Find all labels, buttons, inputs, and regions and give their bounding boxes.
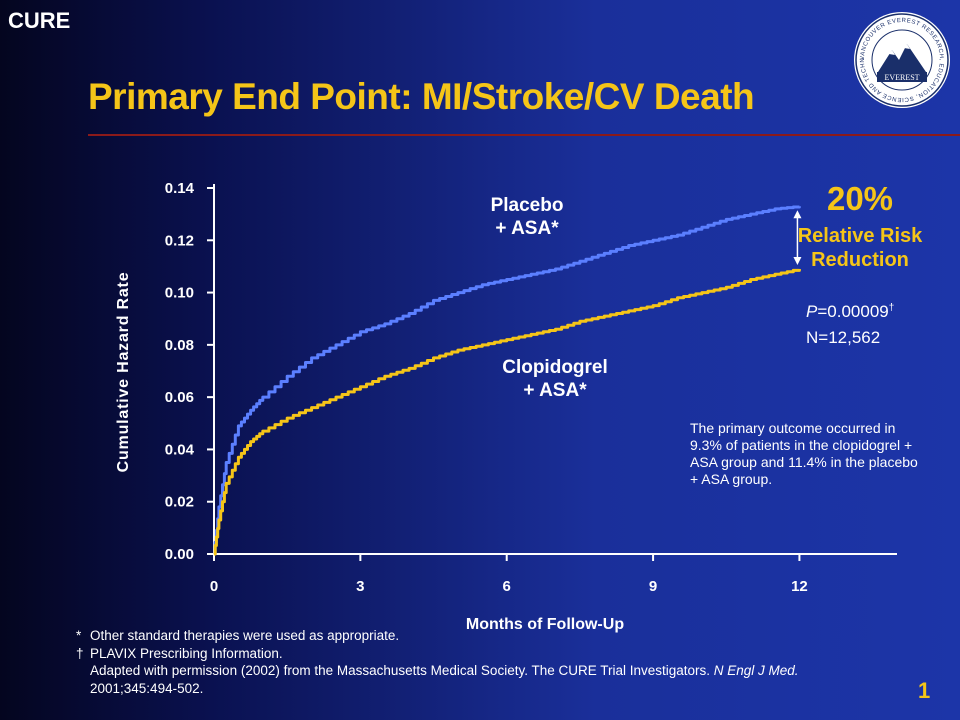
y-axis-ticks: 0.00 0.02 0.04 0.06 0.08 0.10 0.12 0.14 xyxy=(165,180,214,563)
rrr-arrow-head-up xyxy=(793,210,802,219)
y-tick-label: 0.04 xyxy=(165,441,195,458)
series-label-0-line-1: + ASA* xyxy=(495,218,559,239)
series-lines xyxy=(213,205,801,556)
footnote-text-2: PLAVIX Prescribing Information. xyxy=(90,645,283,661)
rrr-label-line1: Relative Risk xyxy=(797,225,923,247)
series-labels: Placebo+ ASA*Clopidogrel+ ASA* xyxy=(491,195,608,401)
series-label-0-line-0: Placebo xyxy=(491,195,564,216)
page-number: 1 xyxy=(918,678,931,703)
footnote-4: 2001;345:494-502. xyxy=(76,680,799,698)
y-tick-label: 0.12 xyxy=(165,232,194,249)
footnote-1: * Other standard therapies were used as a… xyxy=(76,627,799,645)
citation-text: Adapted with permission (2002) from the … xyxy=(90,663,714,678)
series-label-1-line-0: Clopidogrel xyxy=(502,357,608,378)
axis-titles: Months of Follow-Up Cumulative Hazard Rat… xyxy=(115,272,624,633)
footnote-2: † PLAVIX Prescribing Information. xyxy=(76,645,799,663)
everest-seal-logo: VANCOUVER EVEREST RESEARCH, EDUCATION, S… xyxy=(852,10,950,108)
footnote-3: Adapted with permission (2002) from the … xyxy=(76,662,799,680)
svg-text:EVEREST: EVEREST xyxy=(884,73,919,82)
x-tick-label: 0 xyxy=(210,578,218,595)
series-label-1-line-1: + ASA* xyxy=(523,380,587,401)
rrr-arrow xyxy=(793,210,802,266)
footnote-text-1: Other standard therapies were used as ap… xyxy=(90,628,400,643)
p-prefix: P xyxy=(806,302,818,321)
x-axis-ticks: 0 3 6 9 12 xyxy=(210,554,808,595)
y-tick-label: 0.06 xyxy=(165,389,194,406)
p-number: =0.00009 xyxy=(817,302,889,321)
y-tick-label: 0.10 xyxy=(165,285,194,302)
footnote-mark-2: † xyxy=(76,645,84,661)
n-value: N=12,562 xyxy=(806,328,881,347)
y-tick-label: 0.02 xyxy=(165,494,194,511)
citation-journal: N Engl J Med. xyxy=(713,663,799,678)
rrr-percent: 20% xyxy=(826,180,894,217)
chart-axes xyxy=(213,184,897,555)
x-tick-label: 3 xyxy=(356,578,364,595)
x-tick-label: 6 xyxy=(503,578,511,595)
y-tick-label: 0.00 xyxy=(165,546,194,563)
y-tick-label: 0.08 xyxy=(165,337,194,354)
series-line-1 xyxy=(213,268,801,556)
rrr-label-line2: Reduction xyxy=(811,249,909,271)
citation-volume: 2001;345:494-502. xyxy=(90,680,204,696)
y-tick-label: 0.14 xyxy=(165,180,195,197)
x-tick-label: 12 xyxy=(791,578,808,595)
p-value: P=0.00009† xyxy=(806,302,894,322)
p-dagger: † xyxy=(888,302,895,314)
corner-tag: CURE xyxy=(8,8,71,33)
x-tick-label: 9 xyxy=(649,578,657,595)
slide-title: Primary End Point: MI/Stroke/CV Death xyxy=(88,76,755,117)
footnotes: * Other standard therapies were used as a… xyxy=(76,627,799,697)
y-axis-title: Cumulative Hazard Rate xyxy=(115,272,132,473)
title-divider xyxy=(88,134,960,136)
outcome-note: The primary outcome occurred in 9.3% of … xyxy=(690,420,918,487)
x-axis-title: Months of Follow-Up xyxy=(466,616,624,633)
footnote-mark-1: * xyxy=(76,628,82,643)
rrr-arrow-head-down xyxy=(793,257,802,266)
rrr-label: Relative Risk Reduction xyxy=(770,224,950,272)
series-line-0 xyxy=(213,205,801,556)
